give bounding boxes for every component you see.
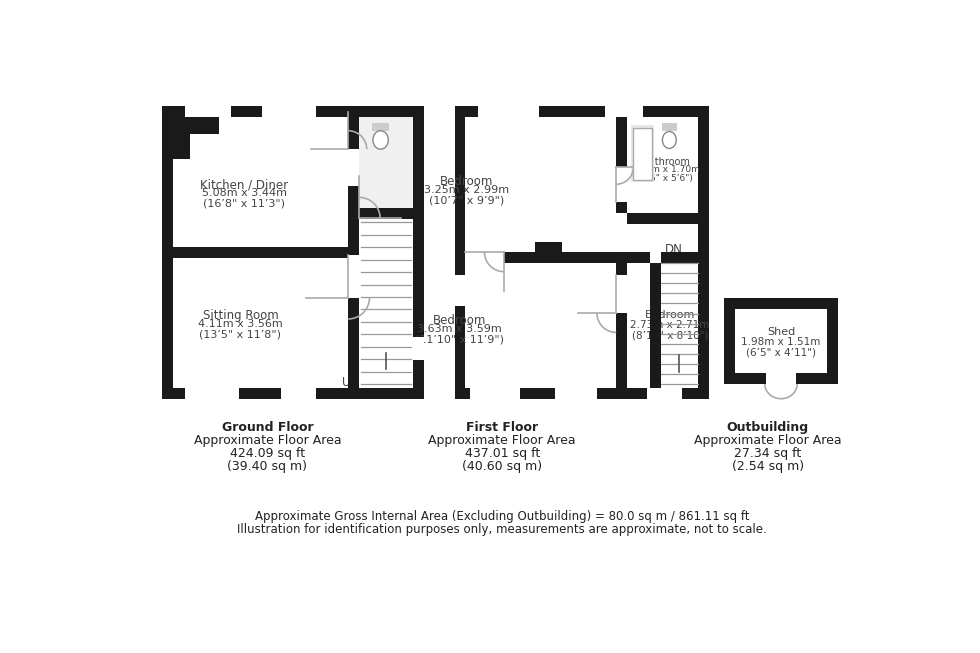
Text: 424.09 sq ft: 424.09 sq ft bbox=[230, 447, 305, 460]
Bar bbox=[162, 106, 423, 399]
Bar bbox=[172, 117, 190, 159]
Bar bbox=[766, 374, 796, 384]
Bar bbox=[605, 106, 643, 117]
Text: Approximate Floor Area: Approximate Floor Area bbox=[694, 434, 842, 447]
Bar bbox=[348, 255, 359, 298]
Text: Illustration for identification purposes only, measurements are approximate, not: Illustration for identification purposes… bbox=[237, 522, 767, 535]
Bar bbox=[466, 117, 698, 388]
Bar bbox=[281, 388, 316, 399]
Bar bbox=[359, 117, 413, 208]
Text: Approximate Gross Internal Area (Excluding Outbuilding) = 80.0 sq m / 861.11 sq : Approximate Gross Internal Area (Excludi… bbox=[255, 509, 750, 522]
Bar bbox=[185, 106, 231, 117]
Bar bbox=[616, 263, 627, 388]
Bar bbox=[466, 252, 698, 263]
Text: Kitchen / Diner: Kitchen / Diner bbox=[200, 178, 288, 191]
Bar bbox=[535, 242, 562, 252]
Bar bbox=[616, 117, 627, 213]
Text: 437.01 sq ft: 437.01 sq ft bbox=[465, 447, 540, 460]
Bar bbox=[359, 208, 413, 219]
Bar bbox=[413, 337, 423, 360]
Text: 27.34 sq ft: 27.34 sq ft bbox=[734, 447, 802, 460]
Text: Bedroom: Bedroom bbox=[440, 176, 494, 188]
Text: 3.25m x 2.99m: 3.25m x 2.99m bbox=[424, 185, 510, 195]
Bar bbox=[735, 309, 827, 374]
Text: 1.98m x 1.51m: 1.98m x 1.51m bbox=[741, 337, 820, 347]
Text: Sitting Room: Sitting Room bbox=[203, 310, 278, 323]
Text: Shed: Shed bbox=[767, 327, 795, 337]
Bar bbox=[647, 388, 682, 399]
Text: 2.73m x 2.71m: 2.73m x 2.71m bbox=[630, 320, 710, 330]
Text: UP: UP bbox=[342, 375, 358, 389]
Bar bbox=[455, 276, 466, 306]
Bar bbox=[348, 117, 359, 388]
Text: 4.11m x 3.56m: 4.11m x 3.56m bbox=[198, 319, 283, 329]
Bar bbox=[172, 117, 413, 388]
Ellipse shape bbox=[662, 131, 676, 148]
Bar bbox=[662, 123, 677, 131]
Ellipse shape bbox=[373, 131, 388, 149]
Text: (39.40 sq m): (39.40 sq m) bbox=[227, 460, 308, 473]
Text: Bedroom: Bedroom bbox=[432, 314, 486, 327]
Text: Approximate Floor Area: Approximate Floor Area bbox=[428, 434, 576, 447]
Text: (2.54 sq m): (2.54 sq m) bbox=[732, 460, 804, 473]
Text: Approximate Floor Area: Approximate Floor Area bbox=[194, 434, 341, 447]
Bar bbox=[535, 242, 546, 256]
Bar bbox=[631, 125, 654, 182]
Text: (6’5" x 4’11"): (6’5" x 4’11") bbox=[746, 347, 816, 357]
Bar bbox=[650, 252, 661, 388]
Text: 5.08m x 3.44m: 5.08m x 3.44m bbox=[202, 189, 287, 199]
Text: 3.63m x 3.59m: 3.63m x 3.59m bbox=[416, 324, 502, 334]
Bar bbox=[172, 247, 348, 258]
Text: Ground Floor: Ground Floor bbox=[221, 421, 314, 434]
Text: Outbuilding: Outbuilding bbox=[727, 421, 808, 434]
Text: (8’11" x 8’10"): (8’11" x 8’10") bbox=[632, 330, 709, 340]
Text: (13’5" x 11’8"): (13’5" x 11’8") bbox=[200, 329, 281, 340]
Text: 1.98m x 1.70m: 1.98m x 1.70m bbox=[631, 165, 700, 174]
Bar bbox=[470, 388, 520, 399]
Bar bbox=[455, 106, 709, 399]
Text: (6’5" x 5’6"): (6’5" x 5’6") bbox=[638, 174, 693, 183]
Bar bbox=[185, 388, 239, 399]
Bar bbox=[616, 275, 627, 313]
Bar bbox=[477, 106, 539, 117]
Text: (11’10" x 11’9"): (11’10" x 11’9") bbox=[415, 334, 504, 344]
Text: DN: DN bbox=[665, 243, 683, 256]
Bar bbox=[262, 106, 316, 117]
Text: (40.60 sq m): (40.60 sq m) bbox=[463, 460, 542, 473]
Bar bbox=[372, 123, 389, 131]
Bar bbox=[627, 213, 698, 224]
Text: Bedroom: Bedroom bbox=[645, 310, 695, 320]
Bar bbox=[633, 127, 652, 180]
Text: First Floor: First Floor bbox=[466, 421, 538, 434]
Bar bbox=[555, 388, 597, 399]
Text: (10’7" x 9’9"): (10’7" x 9’9") bbox=[429, 195, 505, 206]
Text: (16’8" x 11’3"): (16’8" x 11’3") bbox=[203, 199, 285, 208]
Bar bbox=[650, 252, 661, 263]
Bar bbox=[724, 298, 838, 384]
Bar bbox=[348, 149, 359, 186]
Text: Bathroom: Bathroom bbox=[642, 157, 689, 167]
Bar bbox=[172, 117, 219, 134]
Bar bbox=[466, 252, 504, 263]
Bar bbox=[616, 167, 627, 202]
